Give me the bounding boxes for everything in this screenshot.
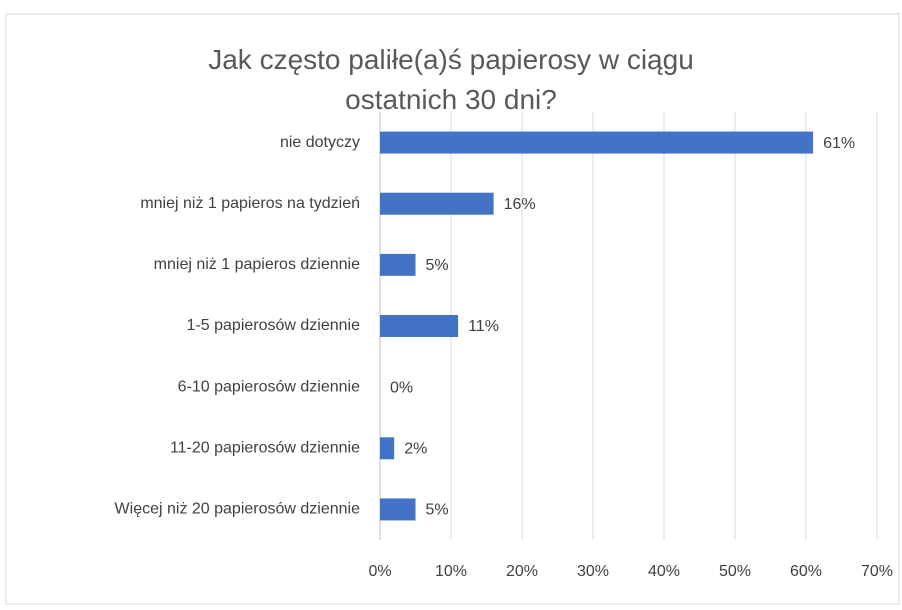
x-tick-label: 60%: [790, 563, 822, 580]
x-tick-label: 50%: [719, 563, 751, 580]
y-tick-label: 1-5 papierosów dziennie: [187, 317, 361, 334]
y-tick-label: mniej niż 1 papieros dziennie: [154, 256, 360, 273]
bar: [380, 253, 416, 276]
y-tick-label: 6-10 papierosów dziennie: [178, 378, 360, 395]
x-tick-label: 30%: [577, 563, 609, 580]
y-tick-label: mniej niż 1 papieros na tydzień: [140, 195, 360, 212]
data-label: 2%: [404, 441, 427, 458]
bar: [380, 315, 459, 337]
x-tick-label: 10%: [435, 563, 467, 580]
chart-border: [5, 13, 900, 605]
bar: [380, 498, 416, 521]
y-tick-label: nie dotyczy: [280, 134, 360, 151]
data-label: 5%: [426, 502, 449, 519]
x-tick-label: 0%: [368, 563, 391, 580]
data-label: 0%: [390, 379, 413, 396]
data-label: 5%: [426, 257, 449, 274]
data-label: 61%: [823, 135, 855, 152]
chart-title: Jak często paliłe(a)ś papierosy w ciągu …: [208, 44, 694, 115]
x-tick-label: 70%: [861, 563, 893, 580]
data-label: 16%: [504, 196, 536, 213]
data-label: 11%: [468, 318, 499, 335]
bar: [380, 437, 395, 460]
x-tick-label: 40%: [648, 563, 680, 580]
y-tick-label: Więcej niż 20 papierosów dziennie: [115, 501, 361, 518]
bar: [380, 131, 814, 154]
bar: [380, 192, 494, 215]
y-tick-label: 11-20 papierosów dziennie: [170, 440, 360, 457]
x-tick-label: 20%: [506, 563, 538, 580]
